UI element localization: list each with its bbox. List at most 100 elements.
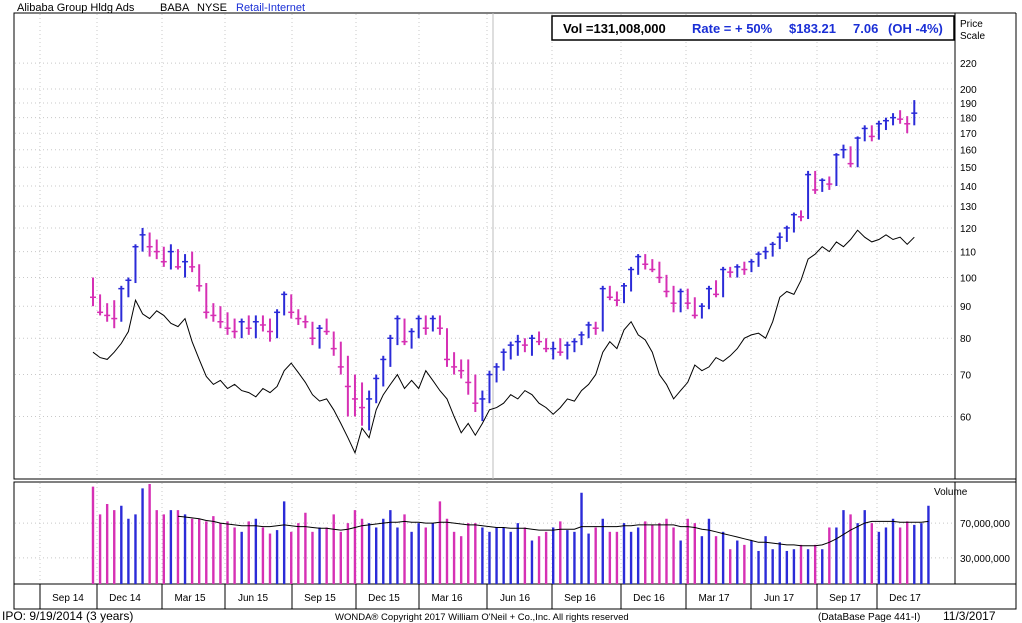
footer-ipo: IPO: 9/19/2014 (3 years): [2, 609, 133, 623]
price-bar: [323, 318, 330, 335]
price-bar: [196, 264, 203, 292]
info-change: 7.06: [853, 21, 878, 36]
price-tick-label: 120: [960, 224, 977, 235]
price-bar: [444, 328, 450, 367]
price-bar: [819, 178, 826, 192]
price-bar: [790, 212, 797, 233]
price-bar: [380, 355, 387, 387]
date-tick-label: Dec 17: [889, 593, 921, 604]
price-bar: [861, 125, 868, 142]
price-scale-label-1: Price: [960, 19, 983, 30]
price-bar: [536, 331, 543, 346]
price-bar: [451, 352, 458, 375]
price-bar: [521, 338, 528, 353]
date-tick-label: Dec 15: [368, 593, 400, 604]
price-tick-label: 170: [960, 129, 977, 140]
price-bar: [670, 285, 677, 313]
volume-tick-label: 30,000,000: [960, 554, 1010, 565]
price-bar: [174, 249, 181, 270]
price-panel-frame: [13, 12, 956, 480]
price-bar: [104, 303, 111, 322]
axis-labels-layer: 60 70 80 90 100 110 120 130 140 150 160 170 180 190 20…: [52, 59, 1010, 604]
price-bar: [429, 315, 436, 332]
price-bar: [578, 331, 585, 346]
info-price: $183.21: [789, 21, 836, 36]
price-bar: [316, 324, 323, 349]
date-tick-label: Mar 16: [431, 593, 463, 604]
info-rate: Rate = + 50%: [692, 21, 773, 36]
price-bar: [613, 291, 620, 307]
price-bar: [132, 244, 139, 284]
price-bar: [267, 318, 273, 342]
price-bar: [904, 116, 911, 134]
price-tick-label: 70: [960, 371, 972, 382]
price-bar: [571, 338, 578, 353]
price-bar: [776, 232, 783, 250]
price-tick-label: 220: [960, 59, 977, 70]
price-bar: [387, 334, 394, 367]
header-symbol: BABA: [160, 2, 190, 14]
price-bar: [897, 110, 904, 124]
footer-copyright: WONDA® Copyright 2017 William O'Neil + C…: [335, 612, 629, 623]
price-bar: [543, 338, 550, 353]
price-bar: [826, 176, 833, 190]
price-bar: [621, 283, 627, 304]
price-tick-label: 80: [960, 334, 972, 345]
price-tick-label: 190: [960, 99, 977, 110]
price-bar: [288, 294, 295, 319]
price-bar: [182, 254, 189, 278]
price-bar: [734, 264, 741, 278]
price-tick-label: 200: [960, 85, 977, 96]
price-bar: [224, 312, 231, 335]
volume-tick-label: 70,000,000: [960, 519, 1010, 530]
price-bar: [564, 341, 571, 360]
price-bar: [528, 334, 535, 356]
price-bar: [295, 309, 302, 325]
price-tick-label: 140: [960, 182, 977, 193]
price-scale-label-2: Scale: [960, 31, 985, 42]
price-bar: [812, 170, 819, 194]
price-bar: [111, 300, 118, 329]
date-tick-label: Mar 15: [174, 593, 206, 604]
date-tick-label: Sep 15: [304, 593, 336, 604]
footer-date: 11/3/2017: [943, 609, 996, 623]
price-bar: [472, 374, 479, 412]
date-tick-label: Jun 15: [238, 593, 268, 604]
price-bar: [252, 315, 259, 339]
price-tick-label: 110: [960, 248, 976, 259]
price-bar: [351, 374, 358, 417]
price-bar: [281, 291, 288, 316]
price-bar: [854, 136, 861, 168]
price-bar: [635, 254, 642, 275]
price-bar: [882, 117, 889, 131]
price-bar: [189, 251, 196, 273]
price-bar: [684, 288, 691, 310]
price-bar: [727, 266, 734, 278]
price-bar: [677, 288, 684, 313]
price-bar: [642, 254, 649, 270]
price-bar: [422, 315, 429, 335]
price-bar: [486, 370, 493, 404]
price-bar: [344, 355, 351, 417]
price-bar: [125, 277, 132, 298]
price-tick-label: 150: [960, 163, 977, 174]
price-bar: [599, 285, 606, 332]
price-tick-label: 180: [960, 114, 977, 125]
price-bar: [911, 100, 918, 126]
price-bar: [550, 341, 557, 360]
date-tick-label: Dec 16: [633, 593, 665, 604]
price-bar: [408, 328, 415, 349]
price-bar: [585, 321, 592, 339]
date-axis-frame: [13, 583, 1017, 610]
price-bar: [868, 125, 875, 142]
price-bar: [259, 315, 266, 332]
price-bar: [337, 341, 344, 375]
price-bar: [663, 274, 670, 298]
price-bar: [373, 374, 380, 404]
price-bar: [698, 303, 705, 319]
price-bar: [840, 144, 847, 159]
info-volume: Vol =131,008,000: [563, 21, 666, 36]
price-bar: [713, 280, 720, 298]
price-bar: [160, 246, 167, 267]
